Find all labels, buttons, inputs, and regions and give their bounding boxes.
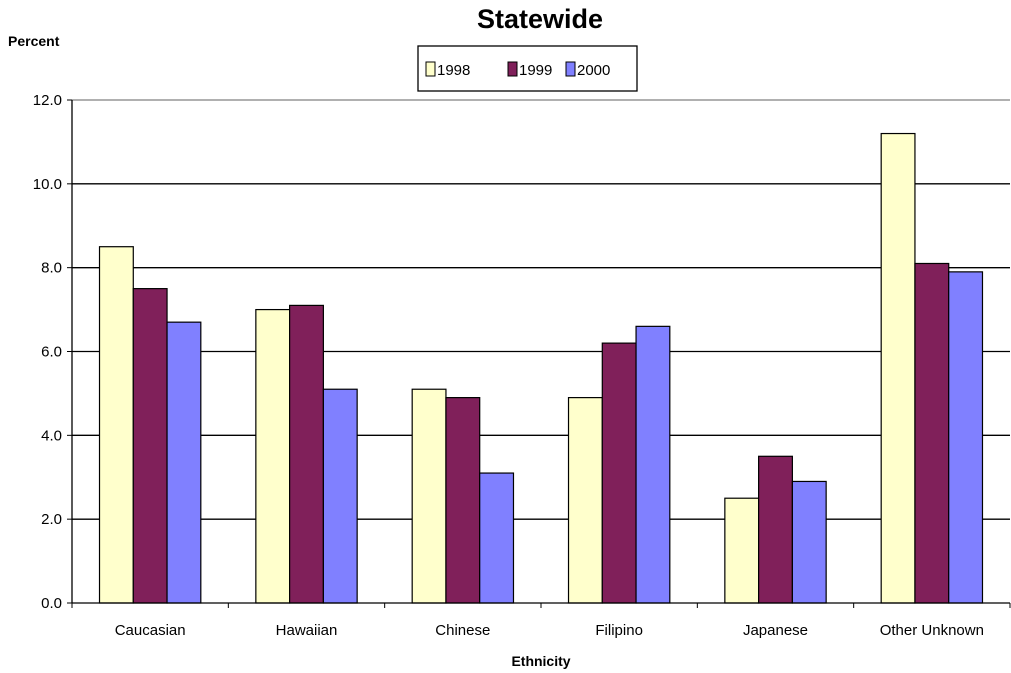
bar — [948, 271, 984, 604]
y-tick-label: 4.0 — [41, 427, 62, 444]
legend-swatch — [425, 61, 436, 77]
x-tick-label: Other Unknown — [880, 622, 984, 639]
y-tick-label: 10.0 — [33, 176, 62, 193]
y-tick-label: 12.0 — [33, 92, 62, 109]
bar — [758, 455, 793, 604]
bar — [322, 388, 358, 604]
gridlines — [67, 99, 1010, 604]
legend: 1998 1999 2000 — [417, 45, 638, 92]
bar — [166, 321, 202, 604]
x-tick-label: Japanese — [743, 622, 808, 639]
y-tick-label: 2.0 — [41, 511, 62, 528]
bar — [98, 246, 134, 604]
bar — [255, 308, 291, 604]
y-tick-label: 6.0 — [41, 344, 62, 361]
bar — [601, 342, 637, 604]
y-axis-label: Percent — [8, 33, 60, 49]
legend-label: 1998 — [437, 62, 470, 79]
bar-series — [98, 132, 984, 604]
legend-swatch — [565, 61, 576, 77]
x-tick-labels: Caucasian Hawaiian Chinese Filipino Japanese… — [115, 622, 984, 639]
bar — [289, 304, 324, 604]
axes — [71, 100, 1011, 608]
bar — [411, 388, 447, 604]
x-tick-label: Hawaiian — [276, 622, 338, 639]
legend-swatch — [507, 61, 518, 77]
bar — [635, 325, 671, 604]
bar — [445, 397, 481, 604]
bar — [914, 262, 950, 604]
y-tick-labels: 0.0 2.0 4.0 6.0 8.0 10.0 12.0 — [33, 92, 62, 612]
chart-title: Statewide — [477, 4, 603, 34]
x-tick-label: Chinese — [435, 622, 490, 639]
legend-label: 2000 — [577, 62, 610, 79]
x-tick-label: Caucasian — [115, 622, 186, 639]
bar — [880, 132, 916, 604]
legend-label: 1999 — [519, 62, 552, 79]
y-tick-label: 0.0 — [41, 595, 62, 612]
x-tick-label: Filipino — [595, 622, 643, 639]
bar — [724, 497, 760, 604]
bar — [132, 288, 168, 604]
x-axis-label: Ethnicity — [511, 653, 570, 669]
bar — [479, 472, 515, 604]
bar — [791, 480, 827, 604]
legend-box — [417, 45, 638, 92]
y-tick-label: 8.0 — [41, 260, 62, 277]
bar — [567, 397, 603, 604]
